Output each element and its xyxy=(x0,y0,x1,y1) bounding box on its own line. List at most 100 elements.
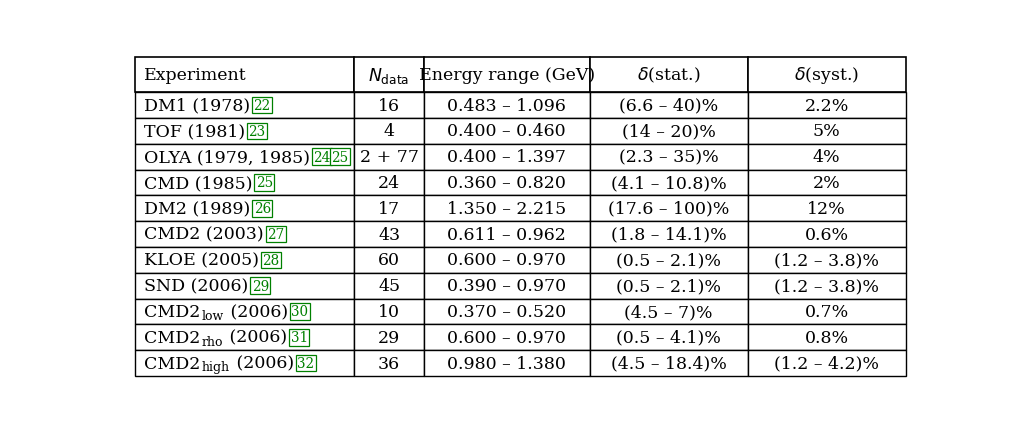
Bar xyxy=(354,119,424,144)
Text: 24: 24 xyxy=(378,175,400,191)
Text: 4%: 4% xyxy=(813,149,840,166)
Bar xyxy=(590,247,748,273)
Text: DM1 (1978): DM1 (1978) xyxy=(144,97,251,114)
Bar xyxy=(590,144,748,170)
Text: (2006): (2006) xyxy=(225,303,288,320)
Text: 2.2%: 2.2% xyxy=(805,97,849,114)
Bar xyxy=(354,144,424,170)
Text: (0.5 – 2.1)%: (0.5 – 2.1)% xyxy=(616,277,721,295)
Bar xyxy=(748,325,905,350)
Text: KLOE (2005): KLOE (2005) xyxy=(144,252,259,269)
Bar xyxy=(748,247,905,273)
Bar xyxy=(590,196,748,222)
Text: Experiment: Experiment xyxy=(144,67,247,84)
Text: 45: 45 xyxy=(378,277,400,295)
Text: 31: 31 xyxy=(290,331,308,344)
Text: 0.7%: 0.7% xyxy=(805,303,849,320)
Text: 17: 17 xyxy=(378,200,400,217)
Text: Energy range (GeV): Energy range (GeV) xyxy=(418,67,595,84)
Bar xyxy=(424,93,590,119)
Text: $\delta$(stat.): $\delta$(stat.) xyxy=(636,66,700,85)
Bar xyxy=(354,170,424,196)
Bar xyxy=(135,119,354,144)
Text: 25: 25 xyxy=(256,176,273,190)
Text: 23: 23 xyxy=(249,125,266,138)
Text: 0.600 – 0.970: 0.600 – 0.970 xyxy=(448,329,566,346)
Text: (0.5 – 2.1)%: (0.5 – 2.1)% xyxy=(616,252,721,269)
Bar xyxy=(424,247,590,273)
Bar xyxy=(748,170,905,196)
Bar xyxy=(424,273,590,299)
Text: 0.600 – 0.970: 0.600 – 0.970 xyxy=(448,252,566,269)
Text: (0.5 – 4.1)%: (0.5 – 4.1)% xyxy=(616,329,721,346)
Bar xyxy=(424,170,590,196)
Bar xyxy=(748,299,905,325)
Text: (2006): (2006) xyxy=(224,329,287,346)
Bar xyxy=(354,58,424,93)
Bar xyxy=(748,196,905,222)
Bar xyxy=(748,273,905,299)
Bar xyxy=(424,119,590,144)
Bar xyxy=(354,299,424,325)
Text: 0.611 – 0.962: 0.611 – 0.962 xyxy=(448,226,566,243)
Text: 1.350 – 2.215: 1.350 – 2.215 xyxy=(447,200,566,217)
Bar xyxy=(354,196,424,222)
Bar xyxy=(748,119,905,144)
Text: 26: 26 xyxy=(254,202,271,216)
Bar xyxy=(135,93,354,119)
Bar xyxy=(135,350,354,376)
Text: CMD (1985): CMD (1985) xyxy=(144,175,253,191)
Bar xyxy=(354,273,424,299)
Text: (1.2 – 4.2)%: (1.2 – 4.2)% xyxy=(774,355,879,372)
Text: (4.5 – 7)%: (4.5 – 7)% xyxy=(624,303,713,320)
Text: 25: 25 xyxy=(331,150,348,164)
Bar xyxy=(748,144,905,170)
Text: CMD2 (2003): CMD2 (2003) xyxy=(144,226,264,243)
Text: CMD2: CMD2 xyxy=(144,303,201,320)
Bar xyxy=(424,196,590,222)
Bar xyxy=(424,222,590,247)
Text: 0.400 – 1.397: 0.400 – 1.397 xyxy=(448,149,566,166)
Text: 2%: 2% xyxy=(813,175,840,191)
Bar xyxy=(590,273,748,299)
Bar xyxy=(590,119,748,144)
Text: high: high xyxy=(201,361,229,374)
Text: 0.360 – 0.820: 0.360 – 0.820 xyxy=(448,175,566,191)
Bar xyxy=(135,170,354,196)
Text: (1.2 – 3.8)%: (1.2 – 3.8)% xyxy=(774,252,879,269)
Text: (17.6 – 100)%: (17.6 – 100)% xyxy=(608,200,729,217)
Text: 60: 60 xyxy=(379,252,400,269)
Bar xyxy=(135,299,354,325)
Text: 0.400 – 0.460: 0.400 – 0.460 xyxy=(448,123,566,140)
Text: 16: 16 xyxy=(379,97,400,114)
Text: 30: 30 xyxy=(291,305,309,319)
Bar xyxy=(135,325,354,350)
Text: $N_{\rm data}$: $N_{\rm data}$ xyxy=(368,66,410,86)
Bar xyxy=(748,350,905,376)
Bar xyxy=(354,247,424,273)
Text: 36: 36 xyxy=(378,355,400,372)
Text: 29: 29 xyxy=(252,279,269,293)
Bar xyxy=(354,350,424,376)
Text: 12%: 12% xyxy=(807,200,845,217)
Text: 32: 32 xyxy=(297,356,315,370)
Bar xyxy=(354,93,424,119)
Text: (14 – 20)%: (14 – 20)% xyxy=(621,123,716,140)
Text: 0.483 – 1.096: 0.483 – 1.096 xyxy=(448,97,566,114)
Bar xyxy=(354,325,424,350)
Text: 0.8%: 0.8% xyxy=(805,329,849,346)
Text: CMD2: CMD2 xyxy=(144,329,201,346)
Text: TOF (1981): TOF (1981) xyxy=(144,123,246,140)
Text: (4.5 – 18.4)%: (4.5 – 18.4)% xyxy=(611,355,727,372)
Bar xyxy=(748,93,905,119)
Bar xyxy=(424,144,590,170)
Text: (2.3 – 35)%: (2.3 – 35)% xyxy=(619,149,719,166)
Bar xyxy=(424,350,590,376)
Bar xyxy=(135,273,354,299)
Text: 43: 43 xyxy=(378,226,400,243)
Text: 2 + 77: 2 + 77 xyxy=(359,149,418,166)
Bar xyxy=(135,144,354,170)
Text: 0.6%: 0.6% xyxy=(805,226,849,243)
Text: 10: 10 xyxy=(379,303,400,320)
Bar xyxy=(135,58,354,93)
